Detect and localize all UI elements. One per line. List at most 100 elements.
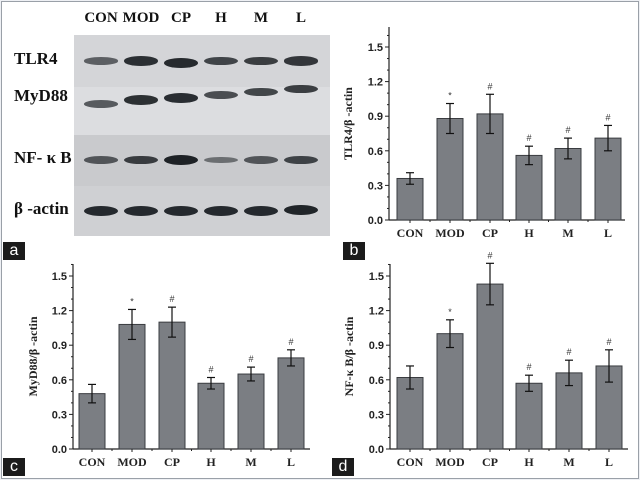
blot-lane-label: CON xyxy=(84,10,118,26)
blot-band xyxy=(284,205,318,215)
y-tick-label: 0.9 xyxy=(52,340,67,352)
chart-myd88: 0.0 0.3 0.6 0.9 1.2 1.5 MyD88/β -actin CON * MOD #… xyxy=(26,263,310,469)
y-axis-label: MyD88/β -actin xyxy=(26,316,40,396)
blot-row-label: MyD88 xyxy=(14,86,68,105)
blot-lane-label: H xyxy=(215,10,227,26)
blot-band xyxy=(204,206,238,216)
blot-band xyxy=(84,100,118,108)
x-tick-label: CP xyxy=(482,455,498,469)
blot-lane-label: M xyxy=(253,10,269,26)
y-tick-label: 0.0 xyxy=(52,444,67,456)
blot-band xyxy=(84,57,118,65)
significance-marker: # xyxy=(169,294,174,304)
blot-strip xyxy=(74,87,330,135)
y-tick-label: 1.2 xyxy=(369,306,384,318)
blot-lane-label: CP xyxy=(171,10,191,26)
chart-nfkb: 0.0 0.3 0.6 0.9 1.2 1.5 NF-κ B/β -actin CON * MOD… xyxy=(342,250,628,469)
significance-marker: # xyxy=(288,337,293,347)
bar xyxy=(197,382,225,450)
panel-tag-a: a xyxy=(3,242,25,260)
blot-band xyxy=(124,95,158,105)
y-tick-label: 0.6 xyxy=(368,146,383,158)
blot-band xyxy=(164,155,198,165)
blot-lane-label: MOD xyxy=(122,10,160,26)
blot-row-label: β -actin xyxy=(14,199,69,218)
blot-band xyxy=(124,155,158,165)
bar xyxy=(277,357,305,450)
blot-lane-label: L xyxy=(295,10,306,26)
significance-marker: # xyxy=(606,337,611,347)
blot-band xyxy=(204,56,238,66)
significance-marker: * xyxy=(448,307,452,317)
panel-tag-c: c xyxy=(3,458,25,476)
blot-band xyxy=(164,206,198,216)
y-tick-label: 1.5 xyxy=(368,42,383,54)
panel-tag-d: d xyxy=(332,458,354,476)
y-tick-label: 0.9 xyxy=(369,340,384,352)
bar xyxy=(396,177,424,221)
significance-marker: # xyxy=(565,125,570,135)
x-tick-label: MOD xyxy=(435,226,465,240)
blot-band xyxy=(244,206,278,216)
significance-marker: # xyxy=(605,112,610,122)
significance-marker: # xyxy=(487,81,492,91)
significance-marker: # xyxy=(208,364,213,374)
bar xyxy=(118,323,146,450)
x-tick-label: H xyxy=(206,455,216,469)
x-tick-label: M xyxy=(562,226,573,240)
y-axis-label: TLR4/β -actin xyxy=(341,87,355,160)
x-tick-label: M xyxy=(245,455,256,469)
significance-marker: # xyxy=(487,250,492,260)
x-tick-label: MOD xyxy=(435,455,465,469)
blot-band xyxy=(84,206,118,216)
panel-a-western-blot: CON MOD CP H M L TLR4 MyD88 NF- κ B β -actin xyxy=(0,0,330,248)
y-tick-label: 0.9 xyxy=(368,111,383,123)
bar xyxy=(476,113,504,221)
significance-marker: * xyxy=(448,91,452,101)
x-tick-label: MOD xyxy=(117,455,147,469)
x-tick-label: CP xyxy=(482,226,498,240)
blot-band xyxy=(244,87,278,97)
x-tick-label: CON xyxy=(397,455,424,469)
bar xyxy=(158,321,186,450)
y-tick-label: 1.5 xyxy=(369,271,384,283)
blot-band xyxy=(124,56,158,66)
y-tick-label: 0.6 xyxy=(52,375,67,387)
blot-band xyxy=(204,90,238,100)
significance-marker: # xyxy=(526,133,531,143)
bar xyxy=(594,137,622,221)
x-tick-label: H xyxy=(524,455,534,469)
significance-marker: # xyxy=(526,362,531,372)
bar xyxy=(237,373,265,450)
y-tick-label: 1.2 xyxy=(368,77,383,89)
blot-row-label: TLR4 xyxy=(14,49,58,68)
y-tick-label: 0.6 xyxy=(369,375,384,387)
blot-row-label: NF- κ B xyxy=(14,148,72,167)
blot-image xyxy=(74,35,330,236)
x-tick-label: H xyxy=(524,226,534,240)
y-tick-label: 1.5 xyxy=(52,271,67,283)
blot-band xyxy=(244,56,278,66)
significance-marker: # xyxy=(566,347,571,357)
blot-band xyxy=(164,93,198,103)
x-tick-label: L xyxy=(605,455,613,469)
panel-tag-b: b xyxy=(343,242,365,260)
bar xyxy=(515,382,543,450)
x-tick-label: CP xyxy=(164,455,180,469)
bar xyxy=(515,154,543,221)
blot-band xyxy=(124,206,158,216)
blot-band xyxy=(84,156,118,164)
blot-band xyxy=(284,84,318,94)
x-tick-label: CON xyxy=(397,226,424,240)
y-tick-label: 0.3 xyxy=(52,409,67,421)
blot-band xyxy=(164,58,198,68)
blot-band xyxy=(204,156,238,164)
bar xyxy=(436,333,464,450)
significance-marker: # xyxy=(248,354,253,364)
significance-marker: * xyxy=(130,296,134,306)
blot-band xyxy=(244,156,278,164)
y-tick-label: 0.0 xyxy=(369,444,384,456)
x-tick-label: CON xyxy=(79,455,106,469)
x-tick-label: L xyxy=(604,226,612,240)
x-tick-label: L xyxy=(287,455,295,469)
